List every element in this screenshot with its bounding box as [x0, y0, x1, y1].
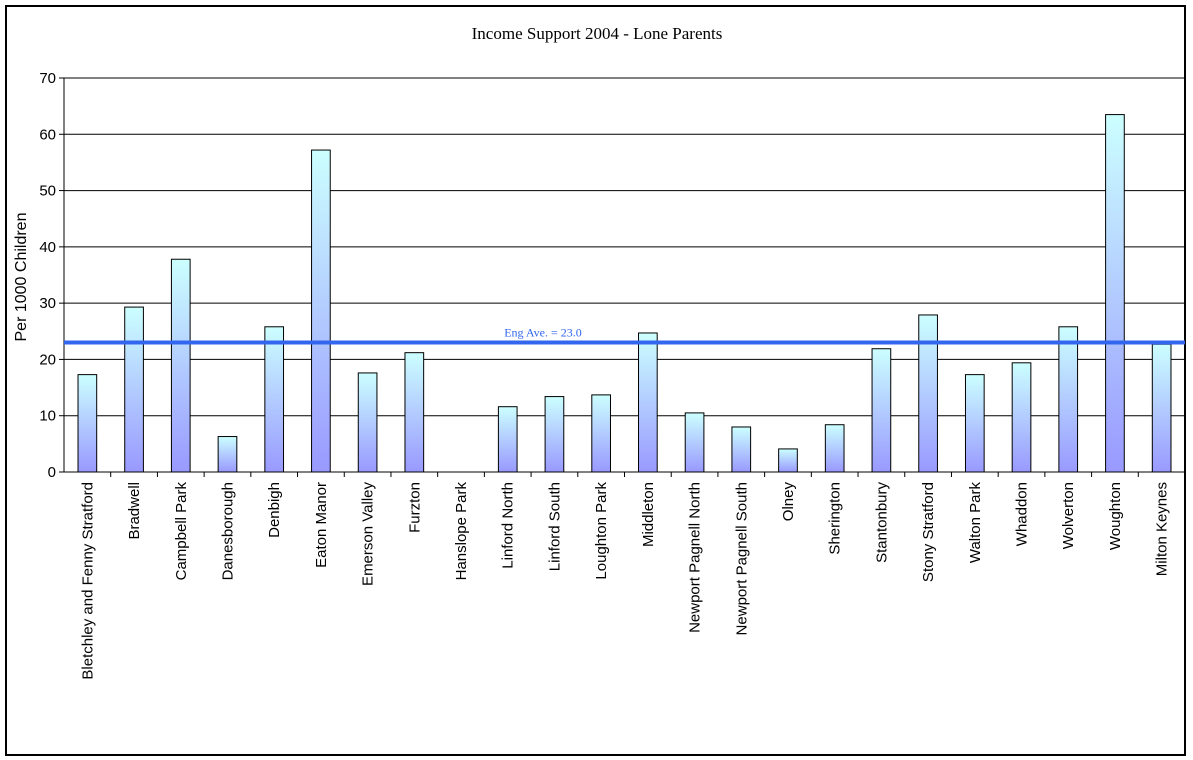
- x-category-label: Sherington: [827, 482, 844, 555]
- x-category-label: Stony Stratford: [920, 482, 937, 582]
- bar: [638, 332, 658, 473]
- y-tick-label: 0: [48, 464, 56, 481]
- chart-title: Income Support 2004 - Lone Parents: [472, 24, 723, 43]
- x-category-label: Loughton Park: [593, 482, 610, 580]
- bar: [871, 348, 892, 473]
- x-category-label: Olney: [780, 482, 797, 522]
- x-category-labels: Bletchley and Fenny Stratford Bradwell Cam…: [79, 482, 1170, 680]
- bars: [77, 114, 1172, 473]
- bar: [124, 306, 144, 473]
- bar: [1151, 343, 1172, 473]
- x-category-label: Whaddon: [1014, 482, 1031, 546]
- reference-line-label: Eng Ave. = 23.0: [504, 326, 582, 340]
- y-tick-label: 20: [39, 351, 56, 368]
- x-category-label: Stantonbury: [873, 482, 890, 563]
- x-category-label: Newport Pagnell North: [687, 482, 704, 633]
- bar: [217, 436, 238, 473]
- bar: [1058, 326, 1079, 473]
- x-category-label: Walton Park: [967, 482, 984, 564]
- x-category-label: Campbell Park: [173, 482, 190, 581]
- bar: [778, 448, 798, 473]
- y-tick-label: 30: [39, 295, 56, 312]
- bar: [918, 314, 938, 473]
- bar: [264, 326, 285, 473]
- y-tick-labels: 0 10 20 30 40 50 60 70: [39, 70, 56, 481]
- bar: [357, 372, 378, 473]
- x-category-label: Wolverton: [1060, 482, 1077, 549]
- x-category-label: Bradwell: [126, 482, 143, 540]
- bar: [824, 424, 845, 473]
- chart-frame: Income Support 2004 - Lone Parents Per 1…: [5, 5, 1186, 756]
- x-category-label: Danesborough: [219, 482, 236, 580]
- y-tick-label: 50: [39, 183, 56, 200]
- y-tick-label: 70: [39, 70, 56, 87]
- bar: [311, 149, 331, 473]
- bar-chart: Income Support 2004 - Lone Parents Per 1…: [13, 24, 1186, 680]
- bar: [731, 426, 752, 473]
- x-category-label: Hanslope Park: [453, 482, 470, 581]
- axes: [59, 77, 1186, 477]
- y-axis-label: Per 1000 Children: [13, 213, 30, 342]
- x-category-label: Emerson Valley: [360, 482, 377, 586]
- bar: [1011, 362, 1032, 473]
- x-category-label: Furzton: [406, 482, 423, 533]
- bar: [170, 258, 191, 473]
- x-category-label: Linford North: [500, 482, 517, 569]
- gridlines: [64, 77, 1185, 417]
- bar: [497, 406, 518, 473]
- x-category-label: Newport Pagnell South: [733, 482, 750, 635]
- y-tick-label: 10: [39, 408, 56, 425]
- x-category-label: Bletchley and Fenny Stratford: [79, 482, 96, 680]
- x-category-label: Woughton: [1107, 482, 1124, 550]
- y-tick-label: 40: [39, 239, 56, 256]
- x-category-label: Milton Keynes: [1154, 482, 1171, 576]
- x-category-label: Middleton: [640, 482, 657, 547]
- x-category-label: Linford South: [546, 482, 563, 571]
- bar: [591, 394, 611, 473]
- reference-line-group: Eng Ave. = 23.0: [64, 326, 1185, 345]
- bar: [77, 374, 98, 473]
- x-category-label: Eaton Manor: [313, 482, 330, 568]
- bar: [404, 352, 425, 473]
- x-category-label: Denbigh: [266, 482, 283, 538]
- bar: [544, 396, 565, 473]
- y-tick-label: 60: [39, 126, 56, 143]
- bar: [684, 412, 705, 473]
- bar: [964, 374, 985, 473]
- bar: [1105, 114, 1125, 473]
